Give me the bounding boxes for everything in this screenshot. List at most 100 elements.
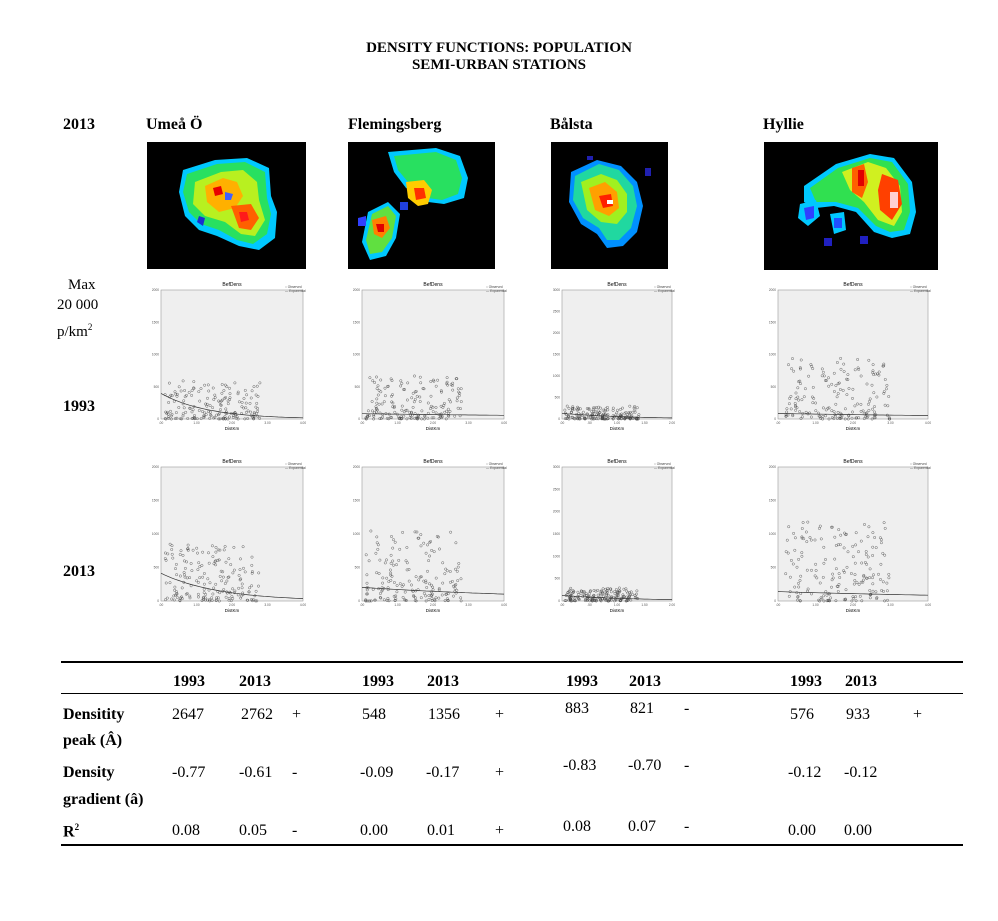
data-point bbox=[449, 400, 453, 404]
data-point bbox=[862, 417, 866, 421]
data-point bbox=[459, 387, 463, 391]
data-point bbox=[817, 414, 821, 418]
data-point bbox=[178, 598, 182, 602]
data-point bbox=[443, 572, 447, 576]
data-point bbox=[860, 599, 864, 603]
data-point bbox=[437, 587, 441, 591]
y-tick-label: 2000 bbox=[353, 465, 360, 469]
data-point bbox=[623, 417, 626, 421]
data-point bbox=[863, 523, 866, 526]
data-point bbox=[436, 378, 440, 382]
data-point bbox=[376, 408, 379, 412]
data-point bbox=[222, 389, 226, 392]
legend-exponential: — Exponential bbox=[910, 289, 931, 293]
data-point bbox=[240, 401, 244, 404]
data-point bbox=[605, 598, 609, 602]
data-point bbox=[419, 544, 423, 548]
cell-gradient-balsta-sign: - bbox=[684, 757, 690, 774]
data-point bbox=[238, 568, 242, 572]
data-point bbox=[851, 387, 855, 391]
data-point bbox=[830, 382, 834, 386]
data-point bbox=[787, 402, 791, 406]
data-point bbox=[847, 413, 851, 417]
data-point bbox=[800, 551, 804, 555]
data-point bbox=[439, 389, 443, 393]
data-point bbox=[837, 582, 841, 586]
data-point bbox=[198, 576, 202, 580]
data-point bbox=[853, 368, 857, 372]
data-point bbox=[825, 379, 828, 382]
data-point bbox=[814, 569, 818, 572]
data-point bbox=[618, 586, 621, 590]
legend-observed: ○ Observed bbox=[654, 285, 671, 289]
data-point bbox=[402, 410, 406, 414]
data-point bbox=[429, 380, 433, 383]
x-axis-label: DistKm bbox=[426, 608, 441, 613]
plot-title: BefDens bbox=[423, 282, 443, 288]
fitted-curve bbox=[160, 393, 304, 419]
data-point bbox=[208, 404, 212, 408]
data-point bbox=[593, 597, 597, 601]
data-point bbox=[171, 556, 175, 560]
data-point bbox=[225, 385, 229, 389]
data-point bbox=[857, 582, 861, 586]
data-point bbox=[192, 386, 196, 390]
data-point bbox=[593, 417, 596, 421]
data-point bbox=[577, 593, 581, 596]
cell-r2-balsta-sign: - bbox=[684, 818, 690, 835]
data-point bbox=[576, 405, 579, 409]
data-point bbox=[836, 392, 840, 396]
data-point bbox=[180, 417, 183, 421]
data-point bbox=[609, 590, 613, 594]
cell-r2-hyllie-1993: 0.00 bbox=[788, 822, 816, 839]
data-point bbox=[857, 550, 860, 554]
data-point bbox=[211, 386, 215, 390]
data-point bbox=[800, 536, 804, 540]
data-point bbox=[841, 389, 845, 392]
data-point bbox=[788, 590, 792, 594]
data-point bbox=[236, 390, 240, 394]
data-point bbox=[842, 546, 846, 550]
data-point bbox=[805, 530, 808, 534]
y-tick-label: 0 bbox=[358, 599, 360, 603]
data-point bbox=[887, 416, 891, 420]
data-point bbox=[871, 545, 875, 549]
data-point bbox=[379, 378, 383, 382]
data-point bbox=[809, 363, 813, 366]
data-point bbox=[427, 559, 431, 563]
data-point bbox=[800, 398, 804, 402]
data-point bbox=[383, 386, 387, 390]
data-point bbox=[838, 415, 842, 419]
data-point bbox=[583, 599, 587, 603]
x-tick-label: 1.00 bbox=[394, 603, 400, 607]
data-point bbox=[198, 565, 202, 569]
data-point bbox=[880, 538, 883, 542]
data-point bbox=[204, 413, 208, 417]
data-point bbox=[862, 574, 866, 577]
x-tick-label: 1.50 bbox=[641, 603, 647, 607]
x-tick-label: .00 bbox=[560, 603, 565, 607]
data-point bbox=[635, 592, 638, 596]
data-point bbox=[219, 569, 223, 573]
data-point bbox=[871, 531, 875, 535]
data-point bbox=[395, 584, 399, 587]
data-point bbox=[611, 417, 615, 420]
y-tick-label: 1500 bbox=[152, 320, 159, 324]
data-point bbox=[451, 388, 455, 392]
data-point bbox=[802, 395, 806, 399]
data-point bbox=[810, 415, 813, 419]
data-point bbox=[397, 559, 401, 562]
data-point bbox=[384, 412, 388, 416]
data-point bbox=[864, 576, 868, 580]
data-point bbox=[424, 579, 428, 583]
cell-peak-umea-1993: 2647 bbox=[172, 706, 204, 723]
data-point bbox=[616, 408, 620, 412]
y-tick-label: 1000 bbox=[553, 554, 560, 558]
data-point bbox=[197, 581, 200, 584]
data-point bbox=[871, 582, 875, 586]
data-point bbox=[420, 417, 424, 421]
x-axis-label: DistKm bbox=[846, 608, 861, 613]
data-point bbox=[615, 591, 619, 595]
data-point bbox=[203, 414, 206, 418]
data-point bbox=[192, 386, 195, 390]
